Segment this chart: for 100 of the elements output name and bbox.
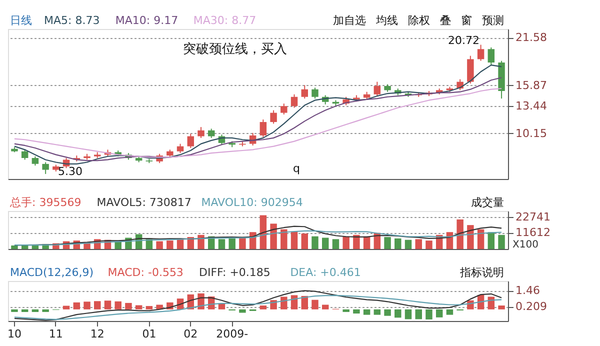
candlestick: [290, 94, 298, 108]
annotation: 5.30: [58, 165, 82, 178]
candlestick: [270, 110, 277, 124]
bar: [260, 306, 267, 310]
bar: [446, 309, 454, 315]
bar: [198, 234, 204, 249]
bar: [488, 296, 495, 310]
bar: [301, 234, 308, 249]
chart-title: 日线: [10, 14, 32, 27]
series-label: DIFF: +0.185: [199, 266, 270, 279]
bar: [114, 301, 122, 310]
text: MAVOL5: 730817: [96, 196, 192, 209]
annotation: 20.72: [448, 34, 480, 47]
candlestick: [32, 156, 39, 166]
bar: [21, 309, 28, 312]
bar: [32, 309, 39, 312]
text: 指标说明: [459, 266, 504, 279]
bar: [260, 215, 267, 249]
bar: [322, 304, 329, 310]
text: MA5: 8.73: [44, 14, 100, 27]
x-tick-label: 11: [48, 328, 63, 340]
text: 窗: [461, 14, 472, 27]
bar: [384, 237, 391, 249]
y-tick-label: 21.58: [516, 31, 547, 44]
bar: [11, 245, 18, 249]
y-tick-label: 11612: [516, 226, 550, 240]
bar: [280, 229, 288, 249]
chart-title: MACD(12,26,9): [10, 266, 94, 279]
text: 成交量: [471, 196, 504, 209]
series-label: MACD: -0.553: [108, 266, 184, 279]
bar: [456, 219, 464, 249]
bar: [280, 296, 288, 310]
bar: [42, 309, 49, 312]
candlestick: [208, 128, 215, 138]
text: 预测: [482, 14, 504, 27]
candlestick: [301, 84, 308, 100]
bar: [166, 240, 174, 249]
x-tick-label: 10: [7, 328, 22, 340]
text: 均线: [375, 14, 398, 27]
bar: [384, 309, 391, 316]
bar: [394, 238, 402, 249]
candlestick: [176, 143, 184, 154]
candlestick: [21, 149, 28, 160]
x-tick-label: 02: [184, 328, 198, 340]
bar: [312, 236, 318, 249]
bar: [218, 239, 226, 249]
bar: [84, 302, 90, 310]
y-tick-label: 15.87: [516, 78, 547, 92]
text: 除权: [408, 14, 430, 27]
bar: [426, 240, 432, 249]
bar: [353, 234, 360, 249]
bar: [290, 231, 298, 249]
y-tick-label: 22741: [516, 210, 550, 224]
bar: [146, 306, 153, 310]
bar: [353, 309, 360, 314]
candlestick: [374, 81, 381, 97]
bar: [394, 309, 402, 318]
bar: [135, 305, 142, 310]
bar: [404, 309, 412, 320]
candlestick: [187, 133, 194, 148]
bar: [342, 236, 350, 249]
bar: [125, 302, 132, 310]
candlestick: [280, 103, 288, 115]
bar: [312, 300, 318, 310]
bar: [498, 306, 505, 310]
x-tick-label: 2009-: [216, 328, 248, 340]
candlestick: [477, 44, 484, 62]
series-label: DEA: +0.461: [290, 266, 361, 279]
bar: [426, 309, 432, 320]
text: MA30: 8.77: [193, 14, 256, 27]
annotation: q: [293, 162, 300, 175]
bar: [363, 309, 370, 315]
y-tick-label: 13.44: [516, 99, 547, 112]
x-tick-label: 01: [142, 328, 156, 340]
candlestick: [42, 162, 49, 174]
bar: [322, 238, 329, 249]
bar: [239, 238, 246, 249]
bar: [94, 301, 101, 310]
candlestick: [467, 55, 474, 84]
bar: [415, 309, 422, 320]
bar: [498, 234, 505, 249]
y-tick-label: 10.15: [516, 126, 547, 140]
y-tick-label: 1.46: [516, 284, 540, 298]
text: 叠: [440, 14, 451, 27]
bar: [239, 309, 246, 313]
bar: [104, 300, 112, 310]
bar: [477, 229, 484, 249]
candlestick: [488, 46, 495, 66]
annotation: 突破颈位线，买入: [183, 42, 287, 57]
bar: [62, 306, 70, 310]
bar: [404, 240, 412, 249]
y-tick-label: 0.209: [516, 300, 547, 314]
line-series: [14, 294, 502, 320]
bar: [290, 295, 298, 310]
bar: [332, 239, 340, 249]
text: 总手: 395569: [9, 196, 82, 209]
bar: [156, 241, 163, 249]
bar: [228, 238, 236, 249]
bar: [11, 309, 18, 312]
text: MA10: 9.17: [115, 14, 178, 27]
